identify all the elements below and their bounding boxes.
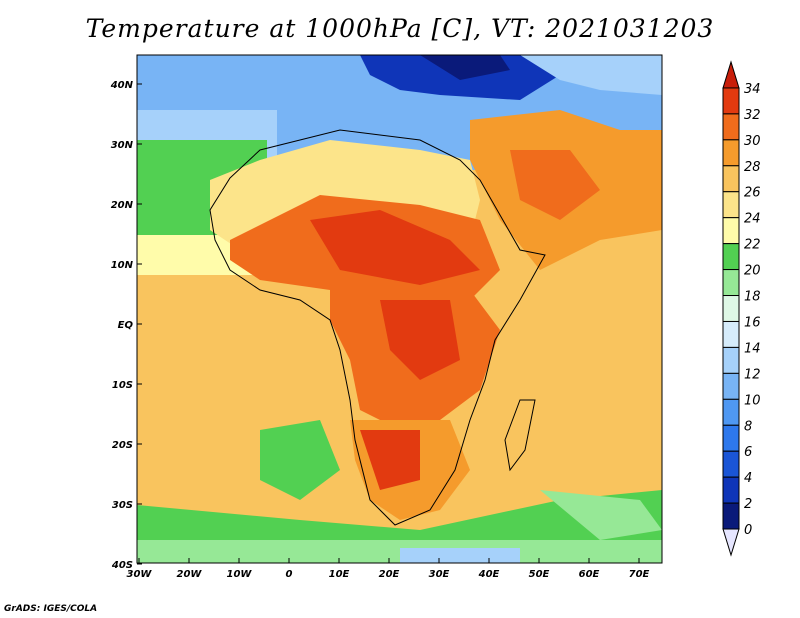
lon-tick-label: 10E	[329, 569, 350, 580]
colorbar-label: 24	[744, 212, 761, 227]
colorbar-label: 22	[744, 238, 761, 253]
colorbar-swatch	[722, 191, 740, 219]
lat-tick-label: 40N	[110, 80, 134, 91]
lat-tick-label: 20N	[111, 200, 134, 211]
lon-tick-label: 20E	[379, 569, 400, 580]
colorbar-label: 26	[744, 186, 761, 201]
longitude-axis: 30W 20W 10W 0 10E 20E 30E 40E 50E 60E 70E	[127, 558, 650, 580]
colorbar-swatch	[722, 87, 740, 115]
colorbar-swatch	[722, 243, 740, 271]
colorbar-bottom-arrow	[722, 528, 740, 557]
colorbar-swatch	[722, 217, 740, 245]
colorbar-swatch	[722, 295, 740, 322]
lat-tick-label: 40S	[111, 560, 133, 571]
colorbar-label: 2	[744, 497, 752, 512]
lat-tick-label: 30N	[111, 140, 134, 151]
colorbar-label: 6	[744, 445, 752, 460]
colorbar-label: 8	[744, 419, 752, 434]
colorbar-label: 34	[744, 82, 761, 97]
lat-tick-label: 30S	[112, 500, 133, 511]
lat-tick-label: EQ	[118, 320, 134, 331]
colorbar-label: 32	[744, 108, 761, 123]
lon-tick-label: 30E	[429, 569, 450, 580]
colorbar-label: 4	[744, 471, 752, 486]
colorbar-swatch	[722, 269, 740, 297]
colorbar-label: 20	[744, 264, 761, 279]
colorbar-swatch	[722, 346, 740, 374]
lat-tick-label: 10N	[111, 260, 134, 271]
colorbar-swatch	[722, 424, 740, 452]
lon-tick-label: 70E	[629, 569, 650, 580]
colorbar-swatch	[722, 320, 740, 348]
lon-tick-label: 10W	[227, 569, 253, 580]
lon-tick-label: 30W	[127, 569, 153, 580]
lon-tick-label: 60E	[579, 569, 600, 580]
credit-text: GrADS: IGES/COLA	[4, 604, 98, 614]
colorbar-label: 10	[744, 393, 761, 408]
lon-tick-label: 40E	[478, 569, 500, 580]
colorbar-swatch	[722, 476, 740, 504]
colorbar-swatch	[722, 372, 740, 400]
map-field	[137, 55, 662, 563]
map-title: Temperature at 1000hPa [C], VT: 20210312…	[85, 14, 715, 43]
colorbar-swatch	[722, 139, 740, 167]
lon-tick-label: 20W	[177, 569, 203, 580]
colorbar-swatch	[722, 165, 740, 193]
lat-tick-label: 10S	[112, 380, 133, 391]
lat-tick-label: 20S	[112, 440, 133, 451]
latitude-axis: 40N 30N 20N 10N EQ 10S 20S 30S 40S	[110, 80, 142, 571]
colorbar-label: 14	[744, 341, 761, 356]
colorbar-label: 30	[744, 134, 761, 149]
colorbar-label: 16	[744, 315, 761, 330]
lon-tick-label: 50E	[529, 569, 550, 580]
colorbar-swatch	[722, 450, 740, 478]
colorbar-swatch	[722, 113, 740, 141]
colorbar-top-arrow	[722, 60, 740, 89]
colorbar-swatch	[722, 398, 740, 426]
colorbar-label: 28	[744, 160, 761, 175]
lon-tick-label: 0	[286, 569, 293, 580]
colorbar-label: 12	[744, 367, 761, 382]
colorbar-label: 0	[744, 523, 752, 538]
map-frame	[136, 54, 663, 564]
colorbar-label: 18	[744, 290, 761, 305]
colorbar-swatch	[722, 502, 740, 530]
